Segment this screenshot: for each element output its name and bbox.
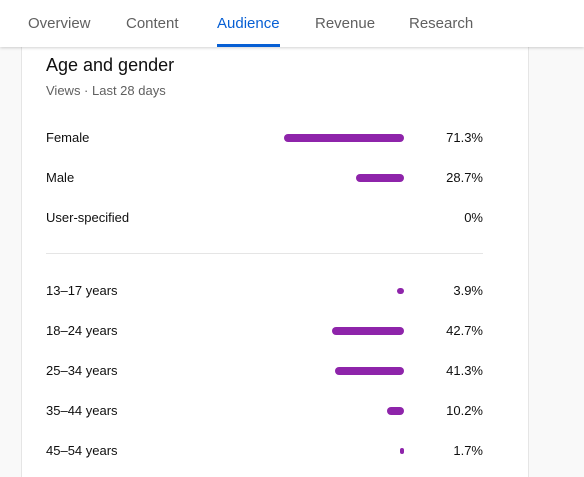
age-value: 41.3% bbox=[446, 363, 483, 378]
gender-row-male: Male 28.7% bbox=[46, 168, 483, 188]
tab-overview[interactable]: Overview bbox=[28, 15, 91, 32]
age-bar bbox=[386, 407, 404, 415]
age-bar bbox=[332, 327, 404, 335]
gender-row-user-specified: User-specified 0% bbox=[46, 208, 483, 228]
age-label: 18–24 years bbox=[46, 323, 118, 338]
age-row-13-17: 13–17 years 3.9% bbox=[46, 281, 483, 301]
age-bar bbox=[334, 367, 404, 375]
gender-value: 28.7% bbox=[446, 170, 483, 185]
age-row-25-34: 25–34 years 41.3% bbox=[46, 361, 483, 381]
age-bar bbox=[400, 448, 404, 454]
tab-audience[interactable]: Audience bbox=[217, 15, 280, 32]
age-value: 10.2% bbox=[446, 403, 483, 418]
gender-label: Male bbox=[46, 170, 75, 185]
gender-label: User-specified bbox=[46, 210, 130, 225]
card-subtitle: Views · Last 28 days bbox=[46, 83, 166, 98]
active-tab-indicator bbox=[217, 44, 280, 47]
gender-bar bbox=[284, 134, 404, 142]
age-label: 25–34 years bbox=[46, 363, 118, 378]
age-label: 13–17 years bbox=[46, 283, 118, 298]
age-value: 3.9% bbox=[453, 283, 483, 298]
age-label: 35–44 years bbox=[46, 403, 118, 418]
section-divider bbox=[46, 253, 483, 254]
gender-value: 71.3% bbox=[446, 130, 483, 145]
age-value: 42.7% bbox=[446, 323, 483, 338]
gender-bar bbox=[355, 174, 404, 182]
gender-value: 0% bbox=[464, 210, 483, 225]
card-title: Age and gender bbox=[46, 55, 175, 75]
age-row-35-44: 35–44 years 10.2% bbox=[46, 401, 483, 421]
age-row-18-24: 18–24 years 42.7% bbox=[46, 321, 483, 341]
tab-revenue[interactable]: Revenue bbox=[315, 15, 376, 32]
age-label: 45–54 years bbox=[46, 443, 118, 458]
tab-content[interactable]: Content bbox=[126, 15, 179, 32]
age-gender-card: Age and gender Views · Last 28 days Fema… bbox=[21, 47, 529, 477]
age-value: 1.7% bbox=[453, 443, 483, 458]
analytics-tab-bar: Overview Content Audience Revenue Resear… bbox=[0, 0, 584, 47]
age-bar bbox=[397, 288, 404, 294]
gender-label: Female bbox=[46, 130, 90, 145]
tab-research[interactable]: Research bbox=[409, 15, 474, 32]
gender-row-female: Female 71.3% bbox=[46, 128, 483, 148]
age-row-45-54: 45–54 years 1.7% bbox=[46, 441, 483, 461]
